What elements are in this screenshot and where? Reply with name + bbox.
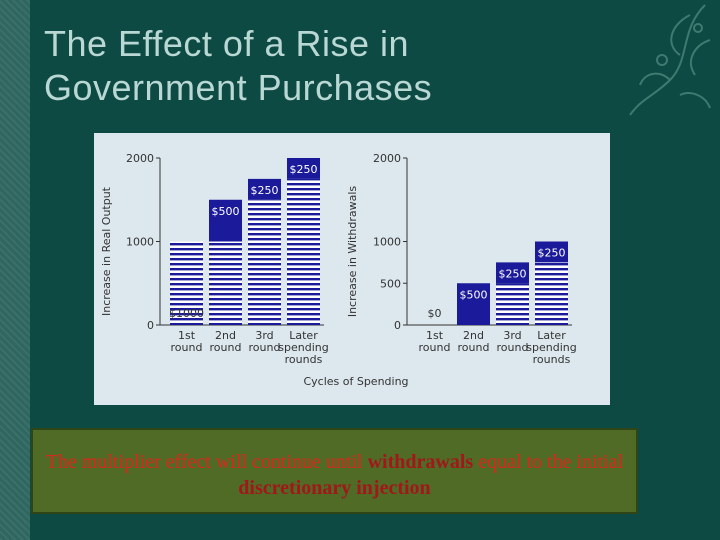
bar-solid-segment (457, 283, 490, 325)
x-tick-label: round (210, 341, 242, 354)
y-tick-label: 1000 (373, 236, 401, 249)
bar-value-label: $500 (212, 205, 240, 218)
bar-solid-segment (535, 241, 568, 263)
bar-value-label: $250 (251, 184, 279, 197)
page-title: The Effect of a Rise in Government Purch… (44, 22, 604, 110)
y-axis-label: Increase in Real Output (100, 186, 113, 316)
callout-text-2: equal to the initial (473, 451, 624, 473)
x-tick-label: Later (289, 329, 318, 342)
bar-value-label: $250 (499, 267, 527, 280)
callout-bold-withdrawals: withdrawals (367, 451, 474, 473)
bar-value-label: $250 (290, 163, 318, 176)
x-tick-label: 2nd (215, 329, 236, 342)
x-tick-label: round (458, 341, 490, 354)
y-tick-label: 2000 (126, 152, 154, 165)
bar-striped-segment (248, 199, 281, 325)
bar-striped-segment (287, 178, 320, 325)
bar-value-label: $0 (428, 307, 442, 320)
bar-value-label: $250 (538, 247, 566, 260)
y-tick-label: 0 (394, 319, 401, 332)
chart-panel: 0 1000 2000 Increase in Real Output $1000 1st… (94, 133, 610, 405)
x-tick-label: 1st (178, 329, 196, 342)
x-tick-label: 3rd (255, 329, 273, 342)
y-axis-label: Increase in Withdrawals (346, 186, 359, 318)
x-tick-label: round (497, 341, 529, 354)
bar-striped-segment (170, 241, 203, 325)
bar-solid-segment (248, 178, 281, 200)
x-tick-label: rounds (285, 353, 323, 366)
x-tick-label: spending (278, 341, 328, 354)
floral-ornament-icon (629, 4, 711, 116)
bar-striped-segment (535, 262, 568, 325)
multiplier-charts: 0 1000 2000 Increase in Real Output $1000 1st… (100, 152, 577, 388)
y-tick-label: 2000 (373, 152, 401, 165)
x-tick-label: 3rd (503, 329, 521, 342)
x-tick-label: round (249, 341, 281, 354)
bar-solid-segment (496, 262, 529, 284)
x-tick-label: Later (537, 329, 566, 342)
bar-solid-segment (209, 199, 242, 242)
x-axis-label: Cycles of Spending (303, 375, 408, 388)
x-tick-label: round (419, 341, 451, 354)
decorative-left-strip (0, 0, 30, 540)
bar-value-label: $1000 (169, 307, 204, 320)
bar-solid-segment (287, 158, 320, 179)
y-tick-label: 0 (147, 319, 154, 332)
x-tick-label: 1st (426, 329, 444, 342)
x-tick-label: rounds (533, 353, 571, 366)
y-tick-label: 1000 (126, 236, 154, 249)
callout-bold-injection: discretionary injection (238, 477, 431, 499)
y-tick-label: 500 (380, 277, 401, 290)
x-tick-label: spending (526, 341, 576, 354)
bar-striped-segment (496, 283, 529, 325)
callout-text-1: The multiplier effect will continue unti… (45, 451, 368, 473)
bar-value-label: $500 (460, 288, 488, 301)
x-tick-label: round (171, 341, 203, 354)
multiplier-callout: The multiplier effect will continue unti… (31, 428, 638, 514)
x-tick-label: 2nd (463, 329, 484, 342)
title-line-1: The Effect of a Rise in (44, 23, 410, 64)
bar-striped-segment (209, 241, 242, 325)
title-line-2: Government Purchases (44, 67, 433, 108)
